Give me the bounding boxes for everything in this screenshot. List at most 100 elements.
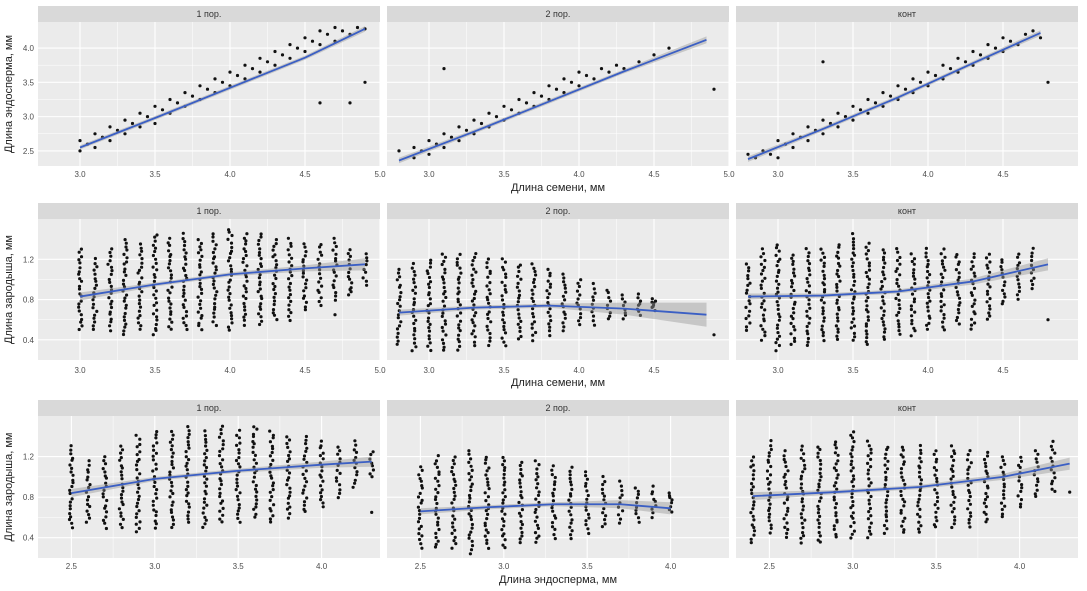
data-point [485,477,489,481]
data-point [364,263,368,267]
data-point [968,494,972,499]
data-point [782,457,786,462]
data-point [470,522,474,527]
data-point [205,87,210,91]
data-point [440,314,444,318]
data-point [866,536,870,540]
data-point [852,317,856,321]
data-point [485,261,489,265]
data-point [575,301,579,305]
data-point [548,314,552,318]
data-point [472,267,476,271]
data-point [882,313,886,317]
data-point [835,285,839,289]
data-point [579,278,583,282]
data-point [457,125,461,129]
data-point [882,265,886,270]
data-point [957,303,961,307]
data-point [485,295,489,299]
data-point [334,291,338,295]
data-point [913,282,917,286]
data-point [441,299,445,303]
data-point [467,452,471,456]
data-point [427,139,431,143]
data-point [235,477,239,481]
data-point [546,279,550,283]
data-point [783,449,787,453]
data-point [591,319,595,323]
data-point [1000,258,1004,262]
data-point [238,441,242,445]
data-point [919,460,923,464]
x-tick-label: 4.0 [316,562,328,571]
data-point [619,484,624,488]
data-point [562,325,566,329]
data-point [353,439,357,443]
data-point [166,288,170,292]
data-point [834,502,839,506]
data-point [154,296,158,300]
data-point [836,327,840,331]
data-point [235,433,239,437]
data-point [321,505,325,509]
data-point [520,534,524,538]
data-point [950,510,955,514]
data-point [902,462,906,466]
data-point [214,293,218,297]
data-point [851,306,855,310]
data-point [220,424,225,428]
data-point [1034,494,1038,498]
data-point [882,330,887,334]
data-point [285,441,289,446]
data-point [450,465,454,470]
data-point [517,500,521,505]
data-point [410,349,414,353]
data-point [817,525,821,529]
data-point [181,316,185,320]
data-point [433,476,437,480]
data-point [186,491,190,495]
data-point [969,461,973,465]
data-point [287,438,292,442]
data-point [850,459,854,463]
data-point [472,296,476,301]
data-point [151,265,155,269]
data-point [953,515,957,519]
data-point [917,470,922,474]
data-point [852,275,856,279]
data-point [793,300,797,304]
data-point [318,29,322,33]
data-point [368,472,372,476]
data-point [1051,439,1055,443]
data-point [420,534,424,538]
data-point [501,265,505,269]
data-point [303,308,307,312]
data-point [457,290,461,294]
data-point [138,125,142,129]
data-point [271,436,275,440]
data-point [434,487,438,491]
data-point [777,318,781,322]
data-point [427,152,431,156]
data-point [752,525,756,530]
data-point [125,293,129,297]
facet-label: 2 пор. [546,9,571,19]
data-point [287,253,291,257]
data-point [774,341,778,345]
data-point [119,514,123,518]
data-point [274,276,278,281]
data-point [531,339,535,343]
data-point [563,286,567,290]
data-point [955,253,959,257]
data-point [226,325,231,329]
data-point [836,453,840,457]
data-point [634,508,638,512]
data-point [153,121,157,126]
data-point [850,532,854,536]
data-point [484,528,488,532]
data-point [486,512,490,517]
data-point [818,478,822,482]
data-point [849,433,853,437]
data-point [769,526,773,531]
data-point [985,517,989,521]
